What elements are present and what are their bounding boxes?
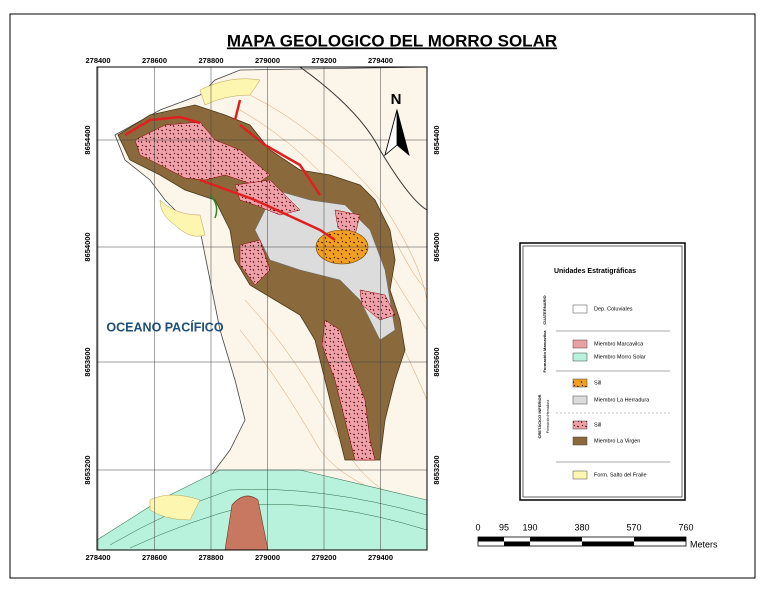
- legend-item-label: Miembro La Herradura: [594, 397, 650, 403]
- legend-swatch: [572, 436, 588, 446]
- x-coord-bottom: 279200: [311, 553, 336, 562]
- y-coord-right: 8654000: [432, 232, 441, 261]
- legend-item-label: Sill: [594, 380, 601, 386]
- x-coord-top: 278800: [198, 56, 223, 65]
- x-coord-bottom: 279000: [255, 553, 280, 562]
- legend-title: Unidades Estratigráficas: [554, 268, 636, 275]
- scale-tick-label: 760: [678, 522, 693, 532]
- legend-swatch: [572, 420, 588, 430]
- x-coord-top: 279200: [311, 56, 336, 65]
- scale-tick-label: 95: [499, 522, 509, 532]
- scale-tick-label: 570: [626, 522, 641, 532]
- scale-segment: [634, 537, 686, 542]
- y-coord-left: 8653600: [83, 347, 92, 376]
- legend-box: [519, 242, 686, 501]
- legend-item-label: Dep. Coluviales: [594, 306, 633, 312]
- ocean-label: OCEANO PACÍFICO: [106, 319, 223, 334]
- scale-tick-label: 0: [475, 522, 480, 532]
- legend-swatch: [572, 304, 588, 314]
- x-coord-bottom: 278800: [198, 553, 223, 562]
- legend-group-sublabel: Formación Herradura: [546, 400, 550, 433]
- legend-group-label: CUATERNARIO: [542, 295, 547, 324]
- x-coord-top: 279000: [255, 56, 280, 65]
- scale-tick-label: 380: [574, 522, 589, 532]
- legend-swatch: [572, 352, 588, 362]
- map-body: OCEANO PACÍFICO N: [97, 67, 427, 550]
- legend-group-label: CRETÁCICO INFERIOR: [537, 394, 542, 438]
- legend-swatch: [572, 339, 588, 349]
- legend-item-label: Sill: [594, 422, 601, 428]
- north-label: N: [391, 91, 402, 108]
- y-coord-right: 8654400: [432, 125, 441, 154]
- y-coord-right: 8653600: [432, 347, 441, 376]
- x-coord-top: 278400: [85, 56, 110, 65]
- legend-item-label: Form. Salto del Fraile: [594, 472, 647, 478]
- map-frame: [96, 66, 428, 551]
- legend-group-label: Formación Marcavilca: [542, 330, 547, 373]
- legend-swatch: [572, 470, 588, 480]
- scale-segment: [478, 537, 504, 542]
- title: MAPA GEOLOGICO DEL MORRO SOLAR: [227, 31, 557, 50]
- x-coord-bottom: 278600: [142, 553, 167, 562]
- x-coord-bottom: 278400: [85, 553, 110, 562]
- legend-swatch: [572, 395, 588, 405]
- y-coord-left: 8654000: [83, 232, 92, 261]
- y-coord-left: 8653200: [83, 455, 92, 484]
- y-coord-left: 8654400: [83, 125, 92, 154]
- outer-border: [9, 13, 756, 579]
- x-coord-bottom: 279400: [368, 553, 393, 562]
- x-coord-top: 279400: [368, 56, 393, 65]
- legend-item-label: Miembro Morro Solar: [594, 354, 646, 360]
- legend-item-label: Miembro La Virgen: [594, 438, 640, 444]
- la-herradura: [254, 189, 396, 341]
- y-coord-right: 8653200: [432, 455, 441, 484]
- scale-tick-label: 190: [522, 522, 537, 532]
- scale-segment: [530, 537, 582, 542]
- x-coord-top: 278600: [142, 56, 167, 65]
- scale-segment: [582, 541, 634, 546]
- legend-item-label: Miembro Marcavilca: [594, 341, 644, 347]
- scale-segment: [504, 541, 530, 546]
- scale-unit: Meters: [690, 539, 718, 549]
- legend-swatch: [572, 378, 588, 388]
